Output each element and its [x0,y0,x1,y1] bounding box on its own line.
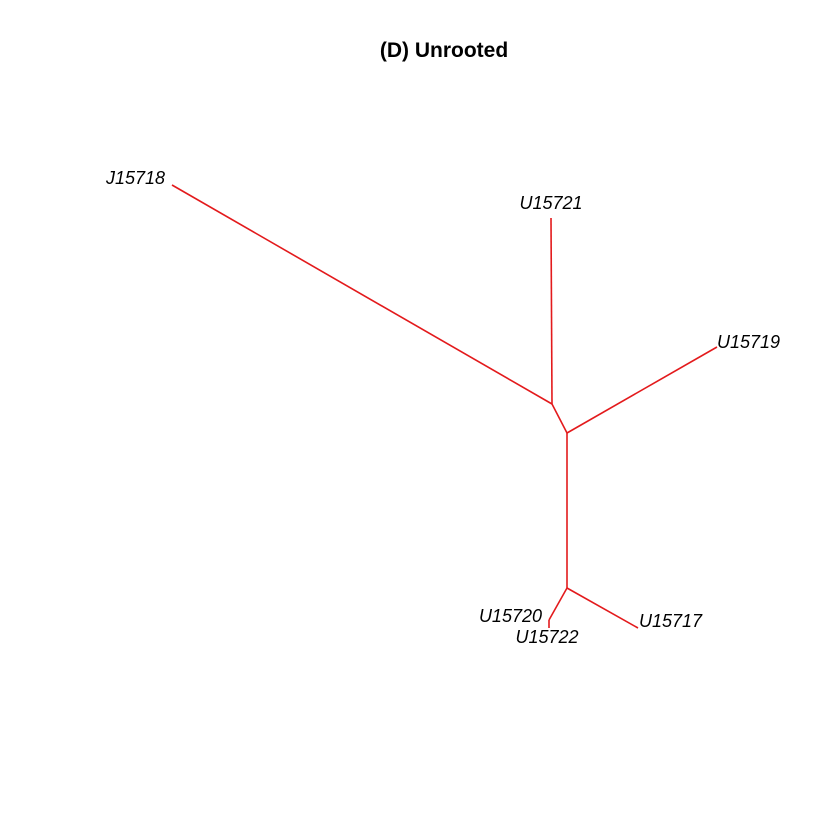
tip-label-u15721: U15721 [519,193,582,213]
branch-u15719 [566,346,718,434]
branch-j15718 [171,184,553,405]
tip-label-u15717: U15717 [639,611,703,631]
tip-label-u15719: U15719 [717,332,780,352]
branch-u15721 [550,217,553,405]
tip-label-j15718: J15718 [105,168,165,188]
tip-label-u15720: U15720 [479,606,542,626]
tip-labels: J15718 U15721 U15719 U15720 U15722 U1571… [105,168,780,647]
branch-u15717 [566,587,639,629]
figure-title: (D) Unrooted [380,39,508,62]
branch-internal-upper [551,403,568,434]
branch-u15720-u15722 [548,587,568,621]
tip-label-u15722: U15722 [515,627,578,647]
tree-branches [171,184,718,629]
